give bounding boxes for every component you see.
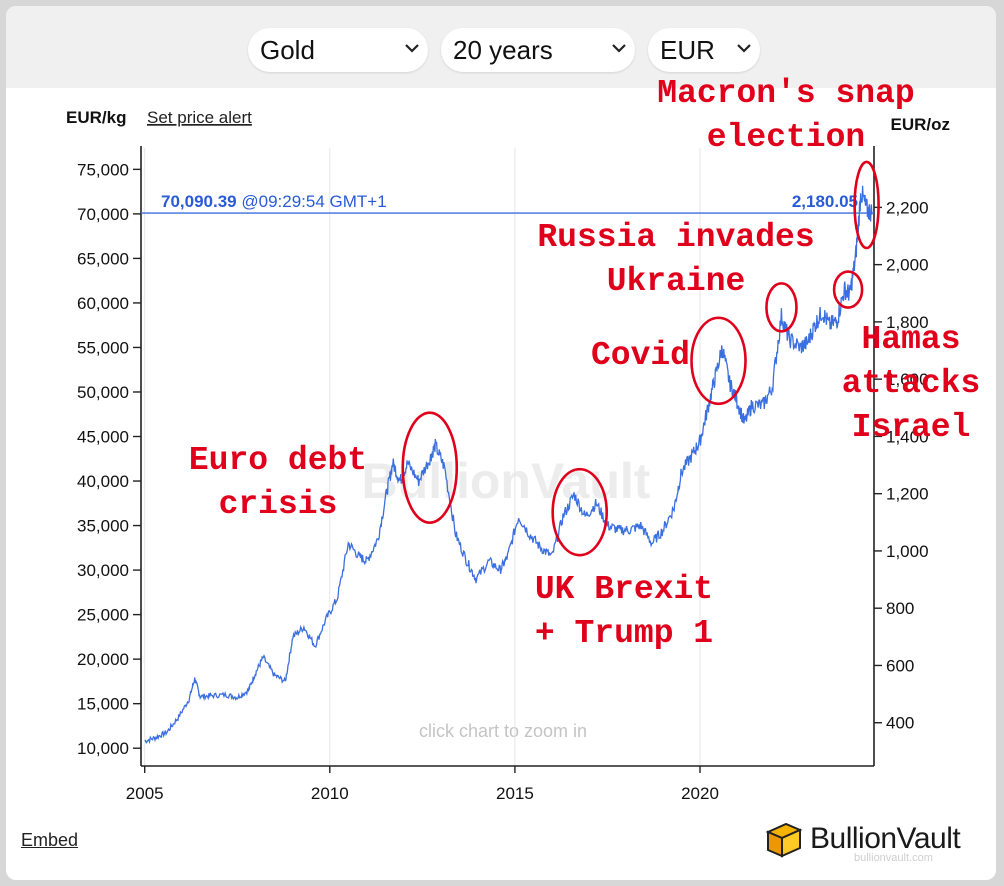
left-axis-tick-label: 45,000 <box>77 428 129 447</box>
right-axis-tick-label: 2,200 <box>886 198 929 217</box>
annotation-label: crisis <box>219 486 338 523</box>
metal-select-value: Gold <box>260 35 315 65</box>
annotation-label: attacks <box>842 365 981 402</box>
left-axis-tick-label: 30,000 <box>77 561 129 580</box>
x-axis-tick-label: 2010 <box>311 784 349 803</box>
x-axis-tick-label: 2020 <box>681 784 719 803</box>
small-watermark: bullionvault.com <box>854 852 933 864</box>
left-axis-tick-label: 55,000 <box>77 338 129 357</box>
annotation-label: Hamas <box>861 321 960 358</box>
left-axis-tick-label: 25,000 <box>77 606 129 625</box>
left-axis-tick-label: 40,000 <box>77 472 129 491</box>
annotation-circle <box>765 282 798 333</box>
annotation-label: Ukraine <box>607 263 746 300</box>
annotation-circle <box>832 270 864 309</box>
annotation-label: UK Brexit <box>535 571 713 608</box>
annotation-label: + Trump 1 <box>535 615 713 652</box>
gold-bar-icon <box>765 822 803 858</box>
right-axis-tick-label: 1,400 <box>886 427 929 446</box>
left-axis-tick-label: 35,000 <box>77 517 129 536</box>
annotation-circle <box>401 411 459 524</box>
right-axis-tick-label: 800 <box>886 599 914 618</box>
right-axis-tick-label: 1,600 <box>886 370 929 389</box>
current-price-oz-label: 2,180.05 <box>792 192 858 211</box>
chevron-down-icon <box>405 44 419 53</box>
left-axis-tick-label: 50,000 <box>77 383 129 402</box>
left-axis-tick-label: 65,000 <box>77 249 129 268</box>
chart-toolbar: Gold 20 years EUR <box>6 6 996 88</box>
right-axis-tick-label: 1,800 <box>886 313 929 332</box>
right-axis-tick-label: 2,000 <box>886 256 929 275</box>
annotation-circle <box>690 316 747 406</box>
embed-link[interactable]: Embed <box>21 830 79 850</box>
period-select-value: 20 years <box>453 35 553 65</box>
brand-name: BullionVault <box>810 822 961 855</box>
chevron-down-icon <box>737 44 751 53</box>
left-axis-tick-label: 70,000 <box>77 205 129 224</box>
left-axis-unit: EUR/kg <box>66 108 126 127</box>
right-axis-tick-label: 1,200 <box>886 485 929 504</box>
gold-price-line <box>144 185 873 745</box>
bullionvault-logo: BullionVault <box>758 816 988 862</box>
metal-select[interactable]: Gold <box>248 28 428 72</box>
x-axis-tick-label: 2015 <box>496 784 534 803</box>
annotation-label: Euro debt <box>189 442 367 479</box>
zoom-hint: click chart to zoom in <box>419 721 587 741</box>
annotation-label: Russia invades <box>537 219 814 256</box>
annotation-label: Macron's snap <box>657 75 914 112</box>
left-axis-tick-label: 20,000 <box>77 650 129 669</box>
currency-select-value: EUR <box>660 35 715 65</box>
gold-price-chart[interactable]: BullionVault click chart to zoom in 10,00… <box>6 6 996 880</box>
annotation-label: Covid <box>591 337 690 374</box>
right-axis-tick-label: 1,000 <box>886 542 929 561</box>
left-axis-tick-label: 60,000 <box>77 294 129 313</box>
left-axis-tick-label: 15,000 <box>77 695 129 714</box>
current-price-label: 70,090.39 @09:29:54 GMT+1 <box>161 192 387 211</box>
annotation-label: Israel <box>852 409 971 446</box>
chart-widget: Gold 20 years EUR BullionVault click char… <box>6 6 996 880</box>
chevron-down-icon <box>612 44 626 53</box>
right-axis-unit: EUR/oz <box>891 115 951 134</box>
right-axis-tick-label: 400 <box>886 714 914 733</box>
set-price-alert-link[interactable]: Set price alert <box>147 108 252 127</box>
annotation-circle <box>853 160 880 250</box>
chart-watermark: BullionVault <box>362 453 651 509</box>
currency-select[interactable]: EUR <box>648 28 760 72</box>
left-axis-tick-label: 75,000 <box>77 160 129 179</box>
annotation-label: election <box>707 119 865 156</box>
right-axis-tick-label: 600 <box>886 656 914 675</box>
annotation-circle <box>551 467 608 557</box>
x-axis-tick-label: 2005 <box>126 784 164 803</box>
period-select[interactable]: 20 years <box>441 28 635 72</box>
left-axis-tick-label: 10,000 <box>77 739 129 758</box>
